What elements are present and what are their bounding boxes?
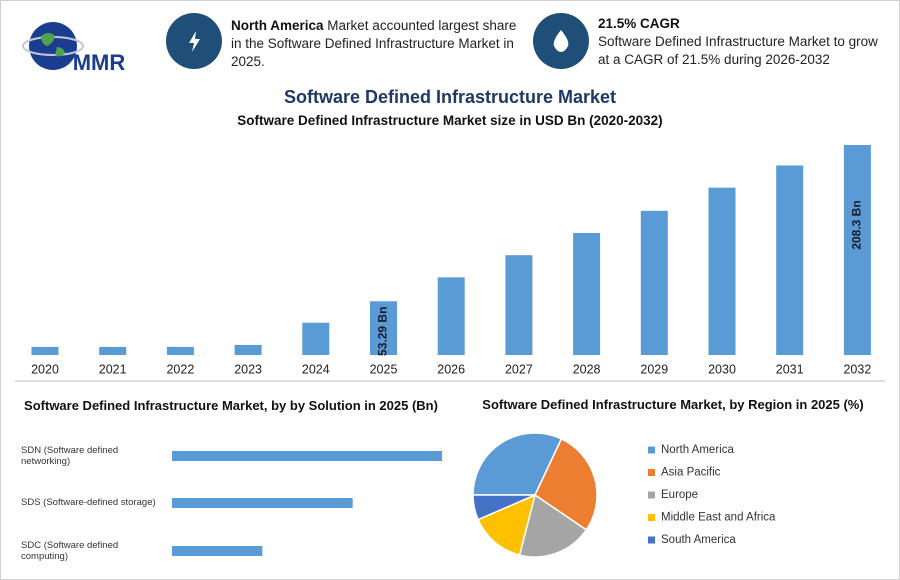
- x-tick-label: 2028: [573, 362, 601, 376]
- legend-label: Europe: [661, 489, 698, 501]
- info-text: Software Defined Infrastructure Market t…: [598, 34, 878, 67]
- x-tick-label: 2025: [370, 362, 398, 376]
- logo-text: MMR: [73, 50, 126, 75]
- value-label: 208.3 Bn: [850, 200, 864, 249]
- chart-title: Software Defined Infrastructure Market, …: [24, 398, 438, 413]
- info-block: 21.5% CAGR Software Defined Infrastructur…: [598, 15, 888, 69]
- x-tick-label: 2029: [640, 362, 668, 376]
- main-title: Software Defined Infrastructure Market: [283, 87, 617, 107]
- bar: [776, 165, 804, 355]
- bar: [640, 210, 668, 355]
- pie-slice: [534, 437, 598, 531]
- pie-slice: [472, 432, 563, 496]
- pie-slice: [472, 494, 536, 521]
- legend-swatch: [648, 446, 655, 454]
- category-label: SDN (Software defined networking): [21, 445, 119, 467]
- bar: [370, 301, 397, 355]
- x-tick-label: 2032: [843, 362, 871, 376]
- category-label: SDS (Software-defined storage): [21, 497, 156, 508]
- bar: [437, 277, 465, 355]
- x-tick-label: 2024: [302, 362, 330, 376]
- value-label: 53.29 Bn: [376, 307, 390, 356]
- legend-swatch: [648, 469, 655, 476]
- legend-label: South America: [661, 534, 736, 546]
- x-tick-label: 2026: [437, 362, 465, 376]
- x-tick-label: 2022: [166, 362, 194, 376]
- legend-label: Asia Pacific: [661, 467, 721, 479]
- logo-land: [41, 33, 65, 57]
- info-highlight: 21.5% CAGR: [598, 16, 680, 31]
- legend-swatch: [648, 491, 655, 499]
- legend-label: Middle East and Africa: [661, 512, 776, 524]
- bar: [166, 346, 194, 355]
- chart-title: Software Defined Infrastructure Market, …: [482, 397, 864, 412]
- pie-slice: [518, 493, 588, 558]
- x-tick-label: 2027: [505, 362, 533, 376]
- x-tick-label: 2031: [776, 362, 804, 376]
- bar: [234, 344, 262, 355]
- logo: MMR: [22, 22, 126, 75]
- bar: [573, 233, 601, 355]
- bar: [708, 187, 736, 355]
- x-tick-label: 2030: [708, 362, 736, 376]
- bar: [505, 255, 533, 355]
- pie-slice: [477, 493, 537, 556]
- info-text: Market accounted largest share in the So…: [231, 18, 517, 69]
- drop-icon: [553, 30, 569, 52]
- bar: [172, 451, 442, 461]
- x-tick-label: 2023: [234, 362, 262, 376]
- x-tick-label: 2020: [31, 362, 59, 376]
- legend-swatch: [648, 536, 655, 544]
- bar: [172, 546, 263, 556]
- legend-label: North America: [661, 444, 734, 456]
- bar: [843, 145, 871, 355]
- legend-swatch: [648, 514, 655, 521]
- info-block: North America Market accounted largest s…: [231, 17, 521, 71]
- bar: [99, 346, 127, 355]
- x-tick-label: 2021: [99, 362, 127, 376]
- bolt-icon: [189, 31, 200, 52]
- logo-globe: [29, 22, 77, 70]
- category-label: SDC (Software defined computing): [21, 540, 119, 562]
- bar: [172, 498, 353, 508]
- bar: [31, 346, 59, 355]
- chart-title: Software Defined Infrastructure Market s…: [237, 113, 663, 128]
- bar: [302, 322, 330, 355]
- info-highlight: North America: [231, 18, 324, 33]
